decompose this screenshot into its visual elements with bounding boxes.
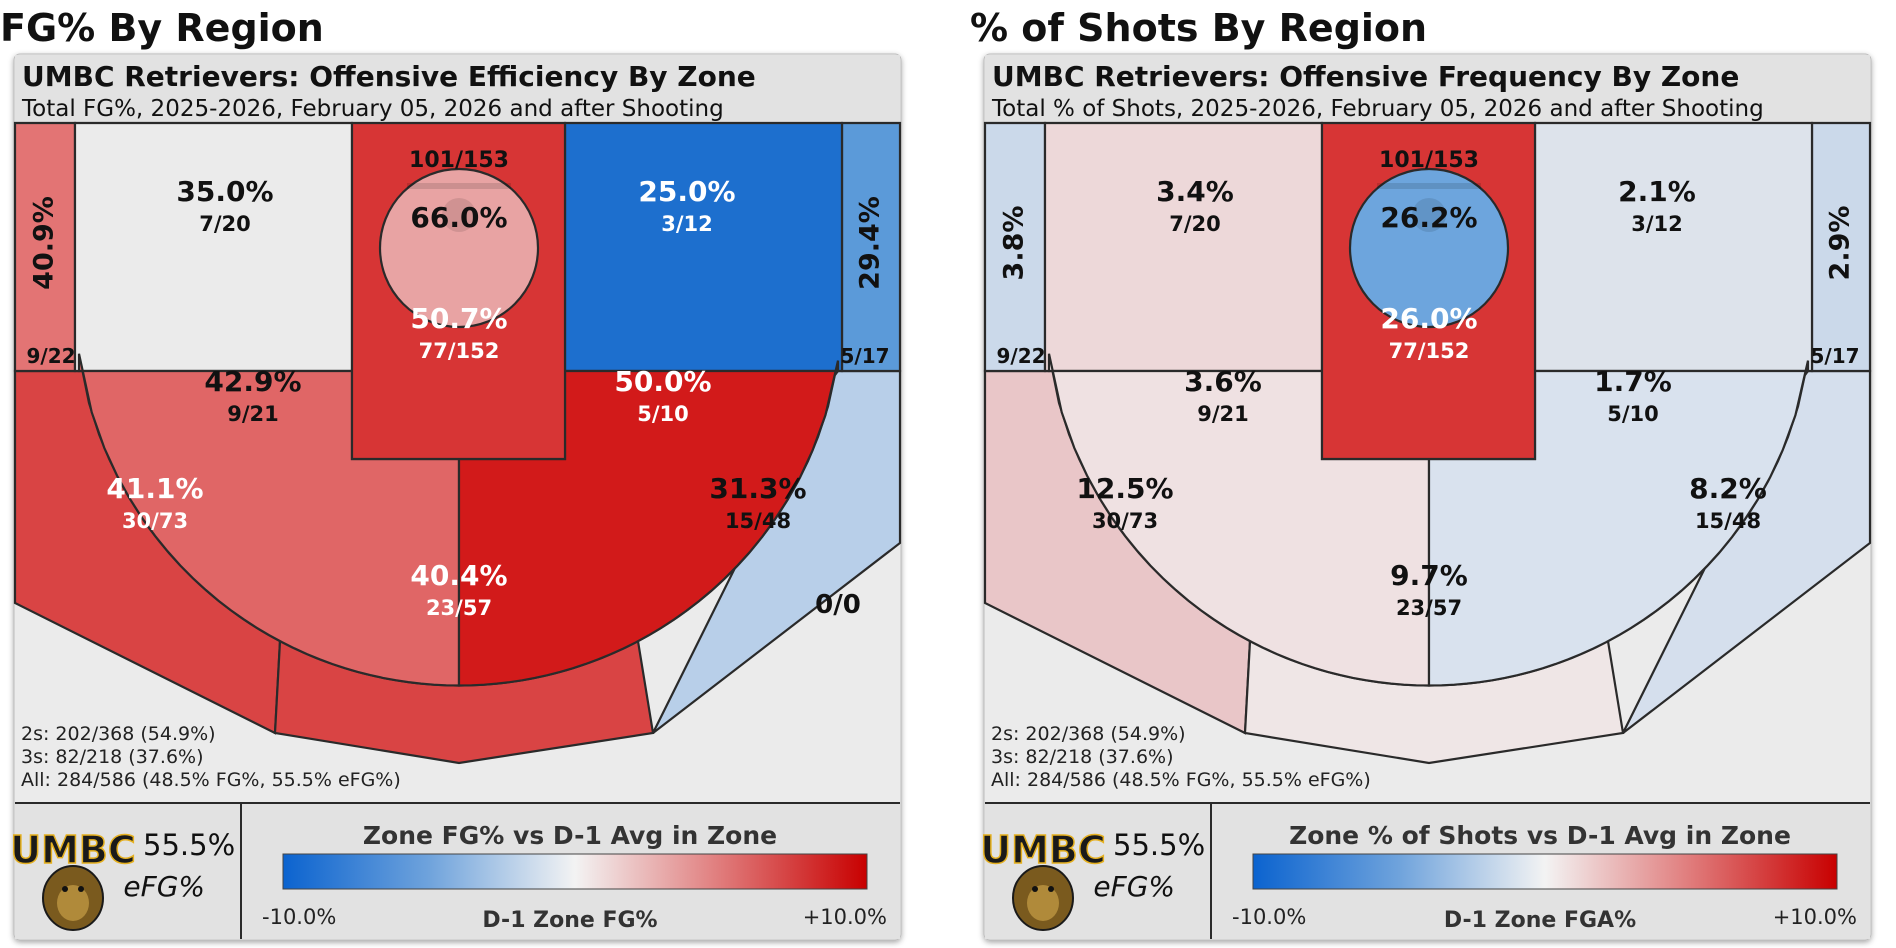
legend-max-label: +10.0% [1773,905,1857,929]
legend-colorbar [1252,853,1838,890]
zone-left-corner-3-pct: 40.9% [29,196,60,290]
efg-value: 55.5% [143,828,235,862]
zone-left-wing-3-pct: 41.1% [106,472,203,505]
zone-left-corner-3-pct: 3.8% [999,206,1030,281]
chart-panel-1: % of Shots By Region UMBC Retrievers: Off… [970,6,1872,941]
summary-line-2: All: 284/586 (48.5% FG%, 55.5% eFG%) [991,769,1371,791]
summary-line-0: 2s: 202/368 (54.9%) [21,723,216,745]
zone-right-wing-3-pct: 31.3% [709,472,806,505]
umbc-logo: UMBC [979,827,1107,931]
section-title: FG% By Region [0,6,324,50]
section-title: % of Shots By Region [970,6,1427,50]
legend-title: Zone % of Shots vs D-1 Avg in Zone [1289,821,1791,850]
zone-rim-made-att: 101/153 [1379,148,1479,173]
zone-left-elbow-mid-pct: 3.6% [1184,365,1262,398]
zone-right-wing-mid [1533,121,1814,373]
zone-right-elbow-mid-pct: 50.0% [614,365,711,398]
zone-right-wing-mid-made-att: 3/12 [661,212,713,236]
zone-rim-made-att: 101/153 [409,148,509,173]
zone-right-corner-3-pct: 29.4% [855,196,886,290]
backboard [407,183,511,189]
zone-right-corner-3-made-att: 5/17 [1810,344,1859,368]
legend-center-label: D-1 Zone FG% [482,908,657,933]
zone-paint-pct: 26.0% [1380,302,1477,335]
zone-top-3-made-att: 23/57 [1396,596,1462,620]
zone-left-wing-mid-made-att: 7/20 [1169,212,1221,236]
zone-left-wing-mid-pct: 35.0% [176,175,273,208]
summary-line-1: 3s: 82/218 (37.6%) [21,746,204,768]
efg-label: eFG% [123,870,205,903]
zone-top-3-pct: 9.7% [1390,559,1468,592]
footer: UMBC 55.5% eFG% Zone FG% vs D-1 Avg in Zone… [9,802,900,939]
hoop [1412,198,1446,232]
zone-right-elbow-mid-made-att: 5/10 [637,402,689,426]
legend-min-label: -10.0% [262,905,336,929]
zone-right-corner-3-made-att: 5/17 [840,344,889,368]
zone-right-elbow-mid [457,360,840,687]
zone-left-elbow-mid [77,353,461,687]
zone-left-wing-mid [1043,121,1324,373]
efg-value: 55.5% [1113,828,1205,862]
zone-rim-pct: 66.0% [410,201,507,234]
zone-right-corner-3-pct: 2.9% [1825,206,1856,281]
zone-right-wing-mid-pct: 2.1% [1618,175,1696,208]
umbc-logo: UMBC [9,827,137,931]
zone-left-wing-mid-pct: 3.4% [1156,175,1234,208]
court: 3.8% 9/22 3.4% 7/20 26.0% 77/152 101/153 26.2% 2… [983,121,1872,803]
summary-line-1: 3s: 82/218 (37.6%) [991,746,1174,768]
zone-left-elbow-mid-made-att: 9/21 [1197,402,1249,426]
zone-right-wing-mid [563,121,844,373]
zone-left-corner-3-made-att: 9/22 [26,344,75,368]
zone-left-elbow-mid-made-att: 9/21 [227,402,279,426]
zone-right-elbow-mid [1427,360,1810,687]
backboard [1377,183,1481,189]
zone-left-wing-mid-made-att: 7/20 [199,212,251,236]
zone-heave-made-att: 0/0 [815,590,861,620]
footer: UMBC 55.5% eFG% Zone % of Shots vs D-1 Avg … [979,802,1870,939]
zone-left-wing-mid [73,121,354,373]
hoop [442,198,476,232]
zone-right-elbow-mid-pct: 1.7% [1594,365,1672,398]
chart-panel-0: FG% By Region UMBC Retrievers: Offensive … [0,6,902,941]
zone-top-3-made-att: 23/57 [426,596,492,620]
legend-colorbar [282,853,868,890]
chart-title: UMBC Retrievers: Offensive Frequency By … [992,60,1739,93]
zone-rim [378,167,540,329]
zone-right-wing-3-pct: 8.2% [1689,472,1767,505]
zone-right-wing-3-made-att: 15/48 [1695,509,1761,533]
zone-top-3-pct: 40.4% [410,559,507,592]
summary-line-0: 2s: 202/368 (54.9%) [991,723,1186,745]
efg-label: eFG% [1093,870,1175,903]
zone-right-wing-mid-made-att: 3/12 [1631,212,1683,236]
zone-left-corner-3-made-att: 9/22 [996,344,1045,368]
chart-subtitle: Total % of Shots, 2025-2026, February 05… [991,96,1764,122]
zone-rim-pct: 26.2% [1380,201,1477,234]
chart-subtitle: Total FG%, 2025-2026, February 05, 2026 … [21,96,724,122]
logo-text: UMBC [980,828,1106,872]
zone-left-wing-3-pct: 12.5% [1076,472,1173,505]
chart-title: UMBC Retrievers: Offensive Efficiency By… [22,60,756,93]
legend-title: Zone FG% vs D-1 Avg in Zone [363,821,777,850]
zone-paint-pct: 50.7% [410,302,507,335]
zone-left-elbow-mid-pct: 42.9% [204,365,301,398]
zone-right-wing-3-made-att: 15/48 [725,509,791,533]
zone-paint-made-att: 77/152 [1389,339,1470,363]
summary-line-2: All: 284/586 (48.5% FG%, 55.5% eFG%) [21,769,401,791]
court: 40.9% 9/22 35.0% 7/20 50.7% 77/152 101/153 66.0… [13,121,902,803]
logo-text: UMBC [10,828,136,872]
zone-rim [1348,167,1510,329]
zone-left-wing-3-made-att: 30/73 [1092,509,1158,533]
zone-right-wing-mid-pct: 25.0% [638,175,735,208]
zone-right-elbow-mid-made-att: 5/10 [1607,402,1659,426]
zone-left-elbow-mid [1047,353,1431,687]
zone-left-wing-3-made-att: 30/73 [122,509,188,533]
zone-paint-made-att: 77/152 [419,339,500,363]
legend-center-label: D-1 Zone FGA% [1444,908,1636,933]
legend-max-label: +10.0% [803,905,887,929]
legend-min-label: -10.0% [1232,905,1306,929]
